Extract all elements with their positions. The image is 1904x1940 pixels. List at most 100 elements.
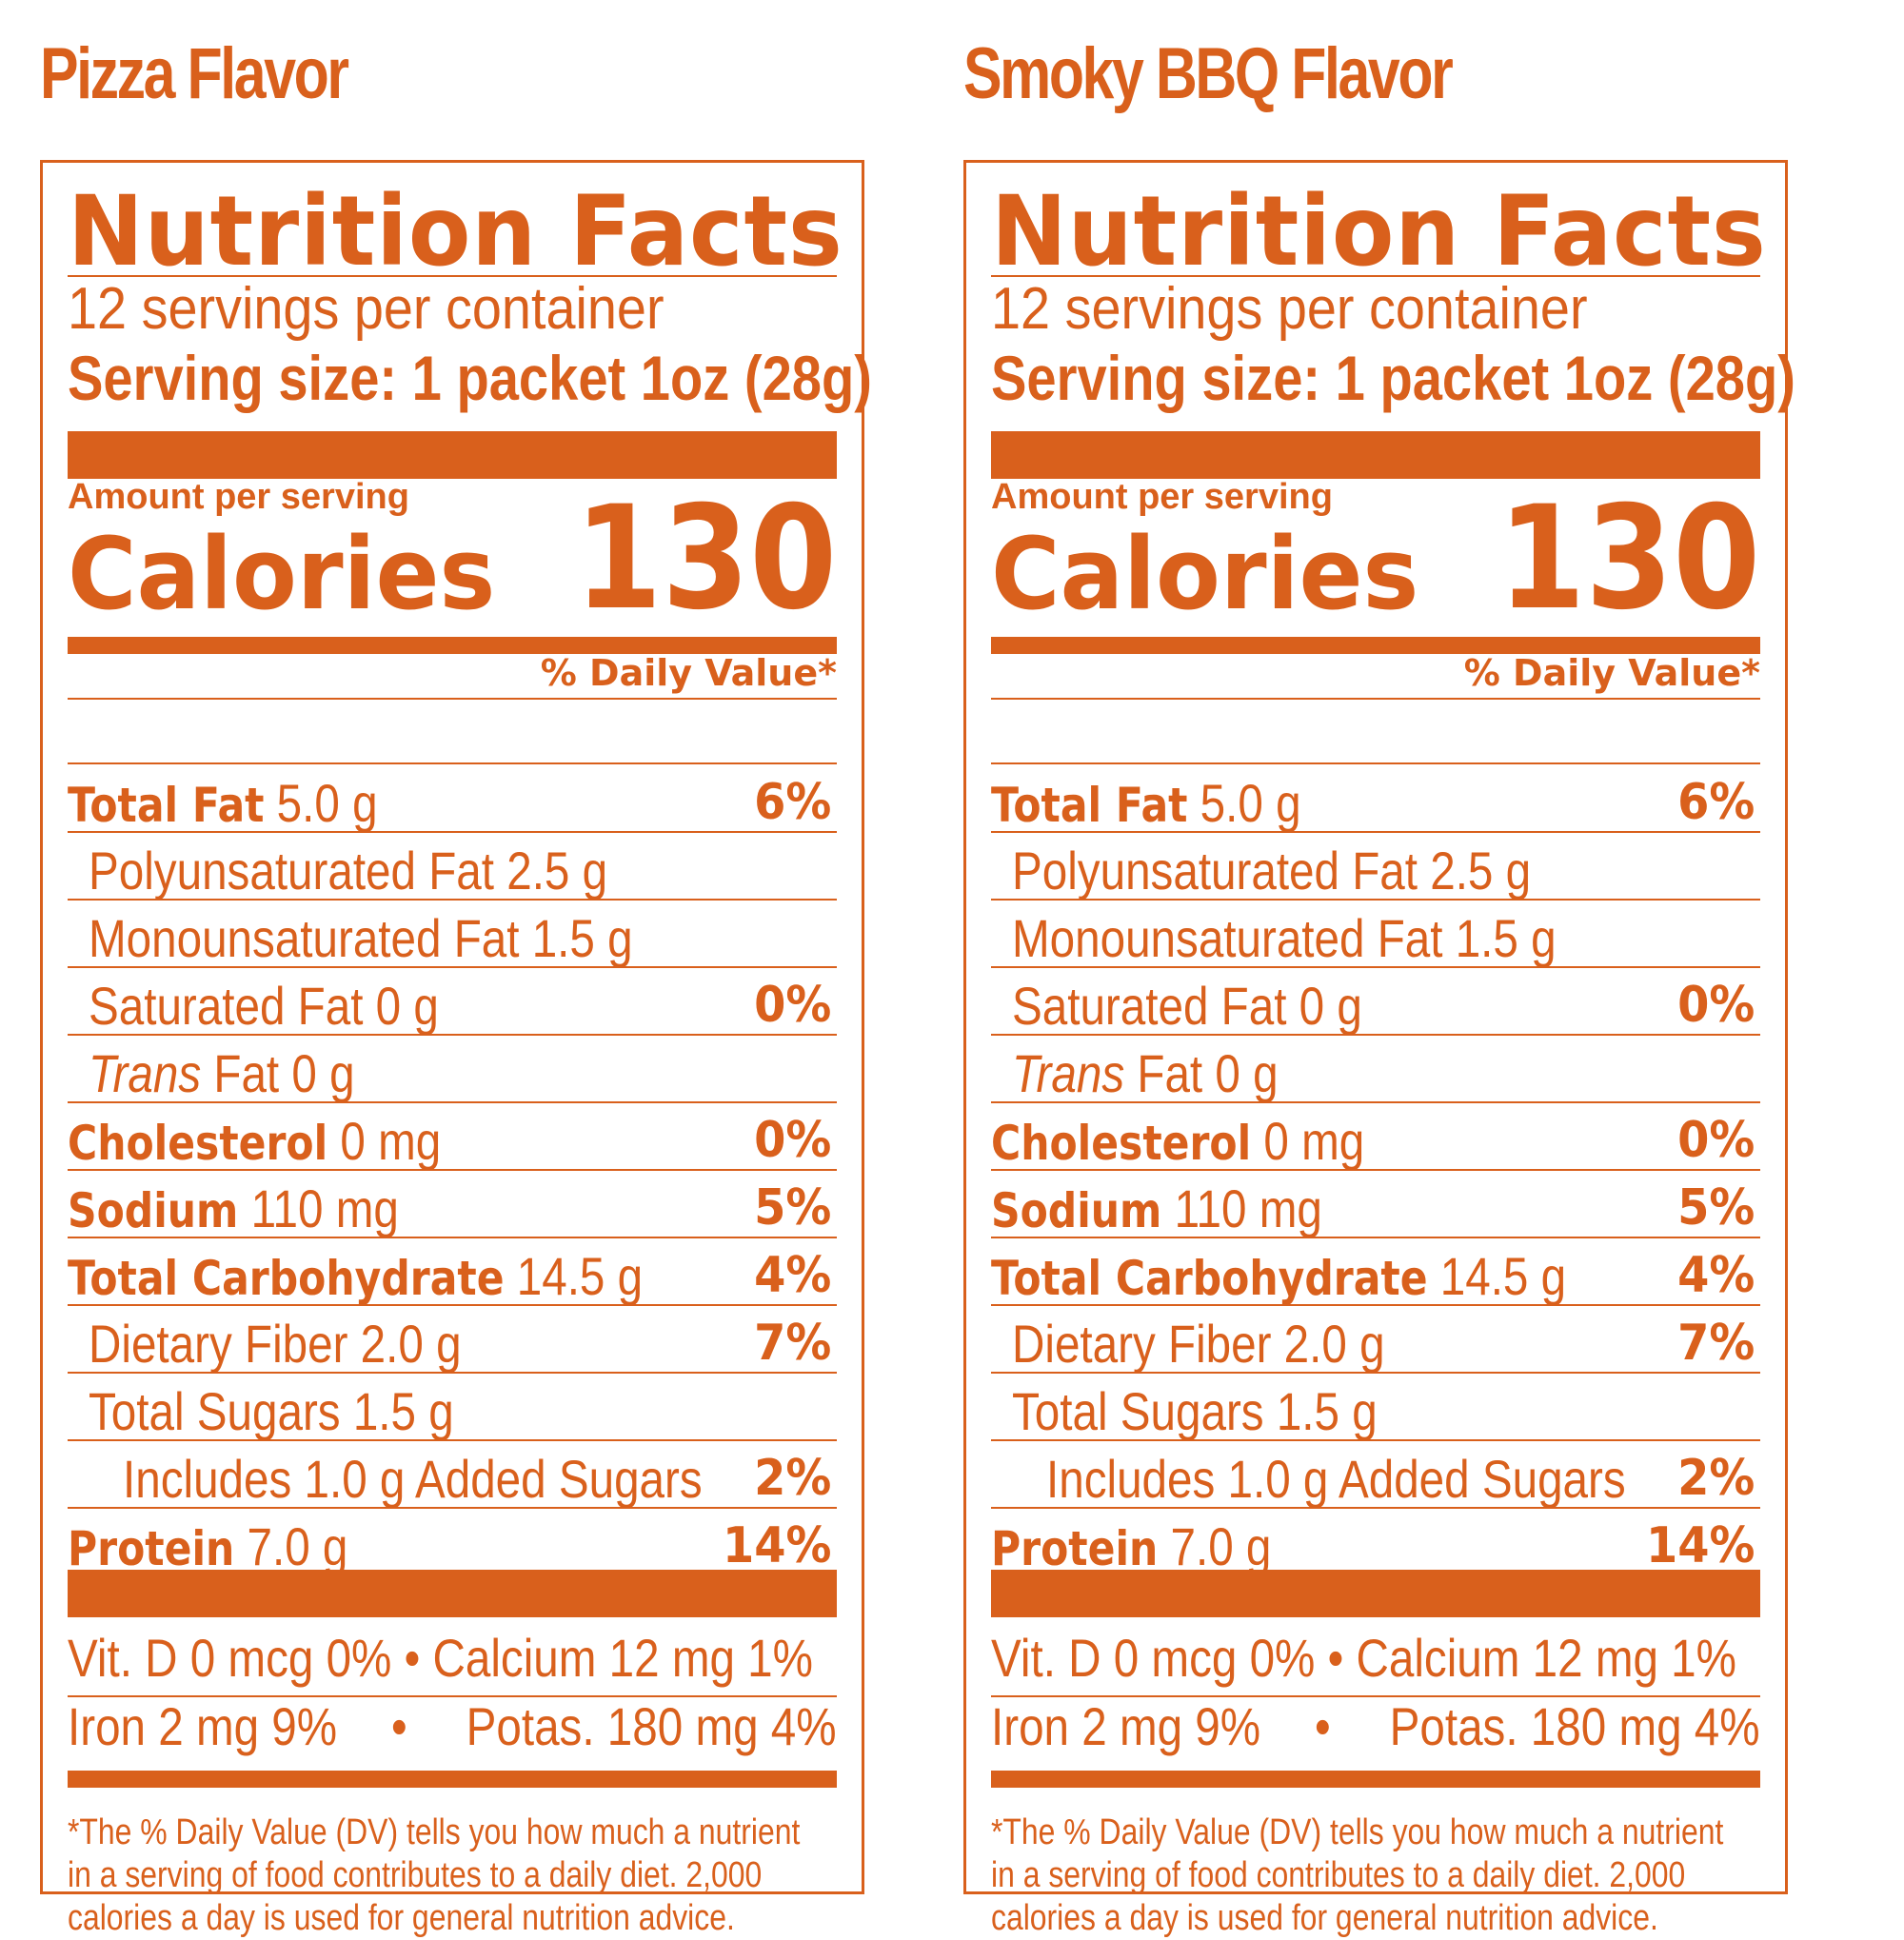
divider-thin bbox=[991, 1304, 1760, 1306]
nutrient-row: Total Fat 5.0 g 6% bbox=[991, 764, 1760, 834]
nutrient-label: Cholesterol 0 mg bbox=[68, 1110, 441, 1172]
nutrient-row: Total Sugars 1.5 g bbox=[68, 1373, 837, 1441]
nutrient-label: Trans Fat 0 g bbox=[1012, 1042, 1279, 1104]
nutrient-name: Total Sugars 1.5 g bbox=[89, 1381, 454, 1441]
calories-label: Calories bbox=[991, 516, 1419, 632]
nutrient-label: Monounsaturated Fat 1.5 g bbox=[89, 907, 633, 969]
nutrient-name: Dietary Fiber 2.0 g bbox=[89, 1314, 462, 1374]
nutrient-label: Saturated Fat 0 g bbox=[1012, 975, 1362, 1037]
vitamins-line-1: Vit. D 0 mcg 0% • Calcium 12 mg 1% bbox=[68, 1628, 813, 1688]
nutrient-row: Sodium 110 mg 5% bbox=[991, 1170, 1760, 1238]
nutrient-name: Trans bbox=[1012, 1043, 1125, 1103]
nutrient-label: Dietary Fiber 2.0 g bbox=[89, 1313, 462, 1375]
nutrient-row: Dietary Fiber 2.0 g 7% bbox=[991, 1305, 1760, 1375]
nutrient-daily-value: 2% bbox=[753, 1450, 831, 1507]
amount-per-serving: Amount per serving bbox=[68, 477, 409, 517]
nutrient-name: Dietary Fiber 2.0 g bbox=[1012, 1314, 1385, 1374]
nutrient-label: Dietary Fiber 2.0 g bbox=[1012, 1313, 1385, 1375]
vitamins-line-2-right: Potas. 180 mg 4% bbox=[1390, 1696, 1760, 1756]
divider-thin bbox=[991, 966, 1760, 968]
divider-thin bbox=[68, 762, 837, 764]
panel-content: Nutrition Facts 12 servings per container… bbox=[68, 163, 872, 1938]
nutrient-amount: Fat 0 g bbox=[213, 1043, 355, 1103]
divider-thin bbox=[991, 1169, 1760, 1171]
nutrient-name: Polyunsaturated Fat 2.5 g bbox=[89, 841, 608, 901]
nutrient-name: Monounsaturated Fat 1.5 g bbox=[1012, 908, 1557, 968]
nutrient-name: Saturated Fat 0 g bbox=[1012, 976, 1362, 1036]
nutrient-daily-value: 0% bbox=[1676, 977, 1755, 1034]
divider-thin bbox=[68, 1034, 837, 1036]
nutrient-row: Total Carbohydrate 14.5 g 4% bbox=[991, 1237, 1760, 1306]
nutrient-daily-value: 14% bbox=[722, 1517, 831, 1574]
nutrient-daily-value: 7% bbox=[753, 1315, 831, 1372]
calories-value: 130 bbox=[574, 476, 837, 642]
serving-size: Serving size: 1 packet 1oz (28g) bbox=[68, 343, 872, 413]
nutrient-row: Trans Fat 0 g bbox=[991, 1035, 1760, 1104]
nutrient-daily-value: 4% bbox=[1676, 1247, 1755, 1304]
nutrient-daily-value: 7% bbox=[1676, 1315, 1755, 1372]
divider-thick bbox=[68, 1570, 837, 1617]
vitamins-line-2-left: Iron 2 mg 9% bbox=[991, 1696, 1261, 1756]
vitamins-line-1: Vit. D 0 mcg 0% • Calcium 12 mg 1% bbox=[991, 1628, 1736, 1688]
nutrient-daily-value: 14% bbox=[1645, 1517, 1755, 1574]
servings-per-container: 12 servings per container bbox=[68, 276, 664, 342]
divider-thin bbox=[68, 1101, 837, 1103]
nutrient-amount: 5.0 g bbox=[1200, 773, 1301, 833]
nutrient-label: Protein 7.0 g bbox=[991, 1515, 1271, 1577]
nutrient-row: Polyunsaturated Fat 2.5 g bbox=[68, 832, 837, 901]
nutrient-label: Protein 7.0 g bbox=[68, 1515, 347, 1577]
nutrient-amount: Fat 0 g bbox=[1137, 1043, 1279, 1103]
footnote-line: *The % Daily Value (DV) tells you how mu… bbox=[68, 1812, 801, 1852]
divider-thin bbox=[991, 1372, 1760, 1374]
divider-medium bbox=[68, 1771, 837, 1788]
nutrient-row: Includes 1.0 g Added Sugars 2% bbox=[68, 1440, 837, 1509]
nutrient-daily-value: 6% bbox=[1676, 774, 1755, 831]
nutrient-row: Saturated Fat 0 g 0% bbox=[991, 967, 1760, 1037]
divider-thin bbox=[68, 966, 837, 968]
nutrient-label: Includes 1.0 g Added Sugars bbox=[1046, 1448, 1626, 1510]
nutrition-facts-panel: Nutrition Facts 12 servings per container… bbox=[963, 160, 1795, 1938]
divider-thick bbox=[991, 1570, 1760, 1617]
divider-thin bbox=[68, 831, 837, 833]
nutrient-label: Cholesterol 0 mg bbox=[991, 1110, 1364, 1172]
divider-thin bbox=[68, 1304, 837, 1306]
nutrient-amount: 110 mg bbox=[250, 1178, 399, 1238]
nutrient-label: Polyunsaturated Fat 2.5 g bbox=[1012, 840, 1531, 901]
nutrient-name: Sodium bbox=[991, 1183, 1162, 1238]
footnote-line: in a serving of food contributes to a da… bbox=[68, 1855, 763, 1895]
nutrient-daily-value: 6% bbox=[753, 774, 831, 831]
nutrient-row: Saturated Fat 0 g 0% bbox=[68, 967, 837, 1036]
divider-thin bbox=[991, 1101, 1760, 1103]
nutrient-amount: 7.0 g bbox=[1170, 1516, 1272, 1576]
nutrient-name: Trans bbox=[89, 1043, 202, 1103]
nutrient-amount: 110 mg bbox=[1174, 1178, 1322, 1238]
nutrient-row: Total Sugars 1.5 g bbox=[991, 1373, 1760, 1441]
nutrient-label: Monounsaturated Fat 1.5 g bbox=[1012, 907, 1557, 969]
nutrient-amount: 7.0 g bbox=[247, 1516, 348, 1576]
divider-thick bbox=[991, 431, 1760, 479]
nutrient-amount: 0 mg bbox=[1263, 1111, 1365, 1171]
divider-thin bbox=[991, 899, 1760, 901]
divider-thin bbox=[991, 1507, 1760, 1509]
divider-thin bbox=[68, 1169, 837, 1171]
nutrient-daily-value: 0% bbox=[753, 1112, 831, 1169]
nutrient-row: Monounsaturated Fat 1.5 g bbox=[991, 900, 1760, 969]
nutrient-row: Dietary Fiber 2.0 g 7% bbox=[68, 1305, 837, 1375]
nutrient-name: Cholesterol bbox=[68, 1116, 328, 1171]
nutrient-row: Cholesterol 0 mg 0% bbox=[991, 1102, 1760, 1172]
divider-medium bbox=[68, 637, 837, 654]
footnote-line: *The % Daily Value (DV) tells you how mu… bbox=[991, 1812, 1724, 1852]
divider-thin bbox=[991, 1695, 1760, 1697]
vitamins-line-2-left: Iron 2 mg 9% bbox=[68, 1696, 338, 1756]
nutrient-row: Protein 7.0 g 14% bbox=[991, 1508, 1760, 1577]
calories-label: Calories bbox=[68, 516, 496, 632]
daily-value-header: % Daily Value* bbox=[1463, 652, 1760, 694]
nutrient-amount: 14.5 g bbox=[516, 1246, 644, 1306]
nutrient-name: Total Carbohydrate bbox=[68, 1251, 505, 1306]
nutrient-label: Total Fat 5.0 g bbox=[68, 772, 378, 834]
divider-thin bbox=[68, 1695, 837, 1697]
nutrient-name: Total Carbohydrate bbox=[991, 1251, 1428, 1306]
nutrient-row: Protein 7.0 g 14% bbox=[68, 1508, 837, 1577]
nutrient-label: Total Fat 5.0 g bbox=[991, 772, 1301, 834]
divider-thin bbox=[68, 698, 837, 700]
